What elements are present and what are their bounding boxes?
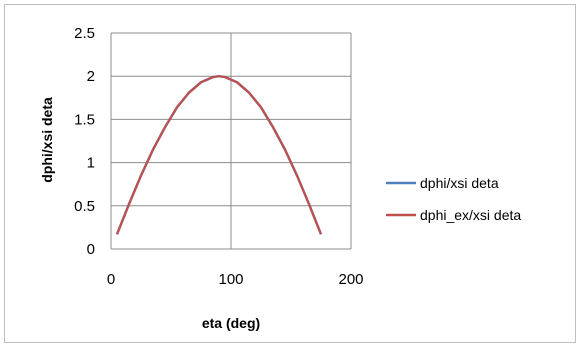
y-tick-label: 1.5 — [74, 111, 95, 128]
y-tick-label: 2.5 — [74, 25, 95, 42]
x-tick-label: 0 — [107, 271, 115, 288]
y-axis-title: dphi/xsi deta — [39, 97, 55, 183]
series-layer — [117, 76, 321, 234]
x-tick-label: 200 — [338, 271, 363, 288]
y-tick-label: 0 — [87, 241, 95, 258]
legend-label-series-1: dphi/xsi deta — [420, 175, 499, 191]
series-line-2 — [117, 76, 321, 234]
y-tick-label: 1 — [87, 155, 95, 172]
x-tick-label: 100 — [218, 271, 243, 288]
legend: dphi/xsi deta dphi_ex/xsi deta — [386, 175, 521, 223]
y-tick-label: 0.5 — [74, 198, 95, 215]
series-line-1 — [117, 76, 321, 234]
legend-label-series-2: dphi_ex/xsi deta — [420, 207, 521, 223]
y-tick-label: 2 — [87, 68, 95, 85]
x-axis-title: eta (deg) — [202, 315, 260, 331]
